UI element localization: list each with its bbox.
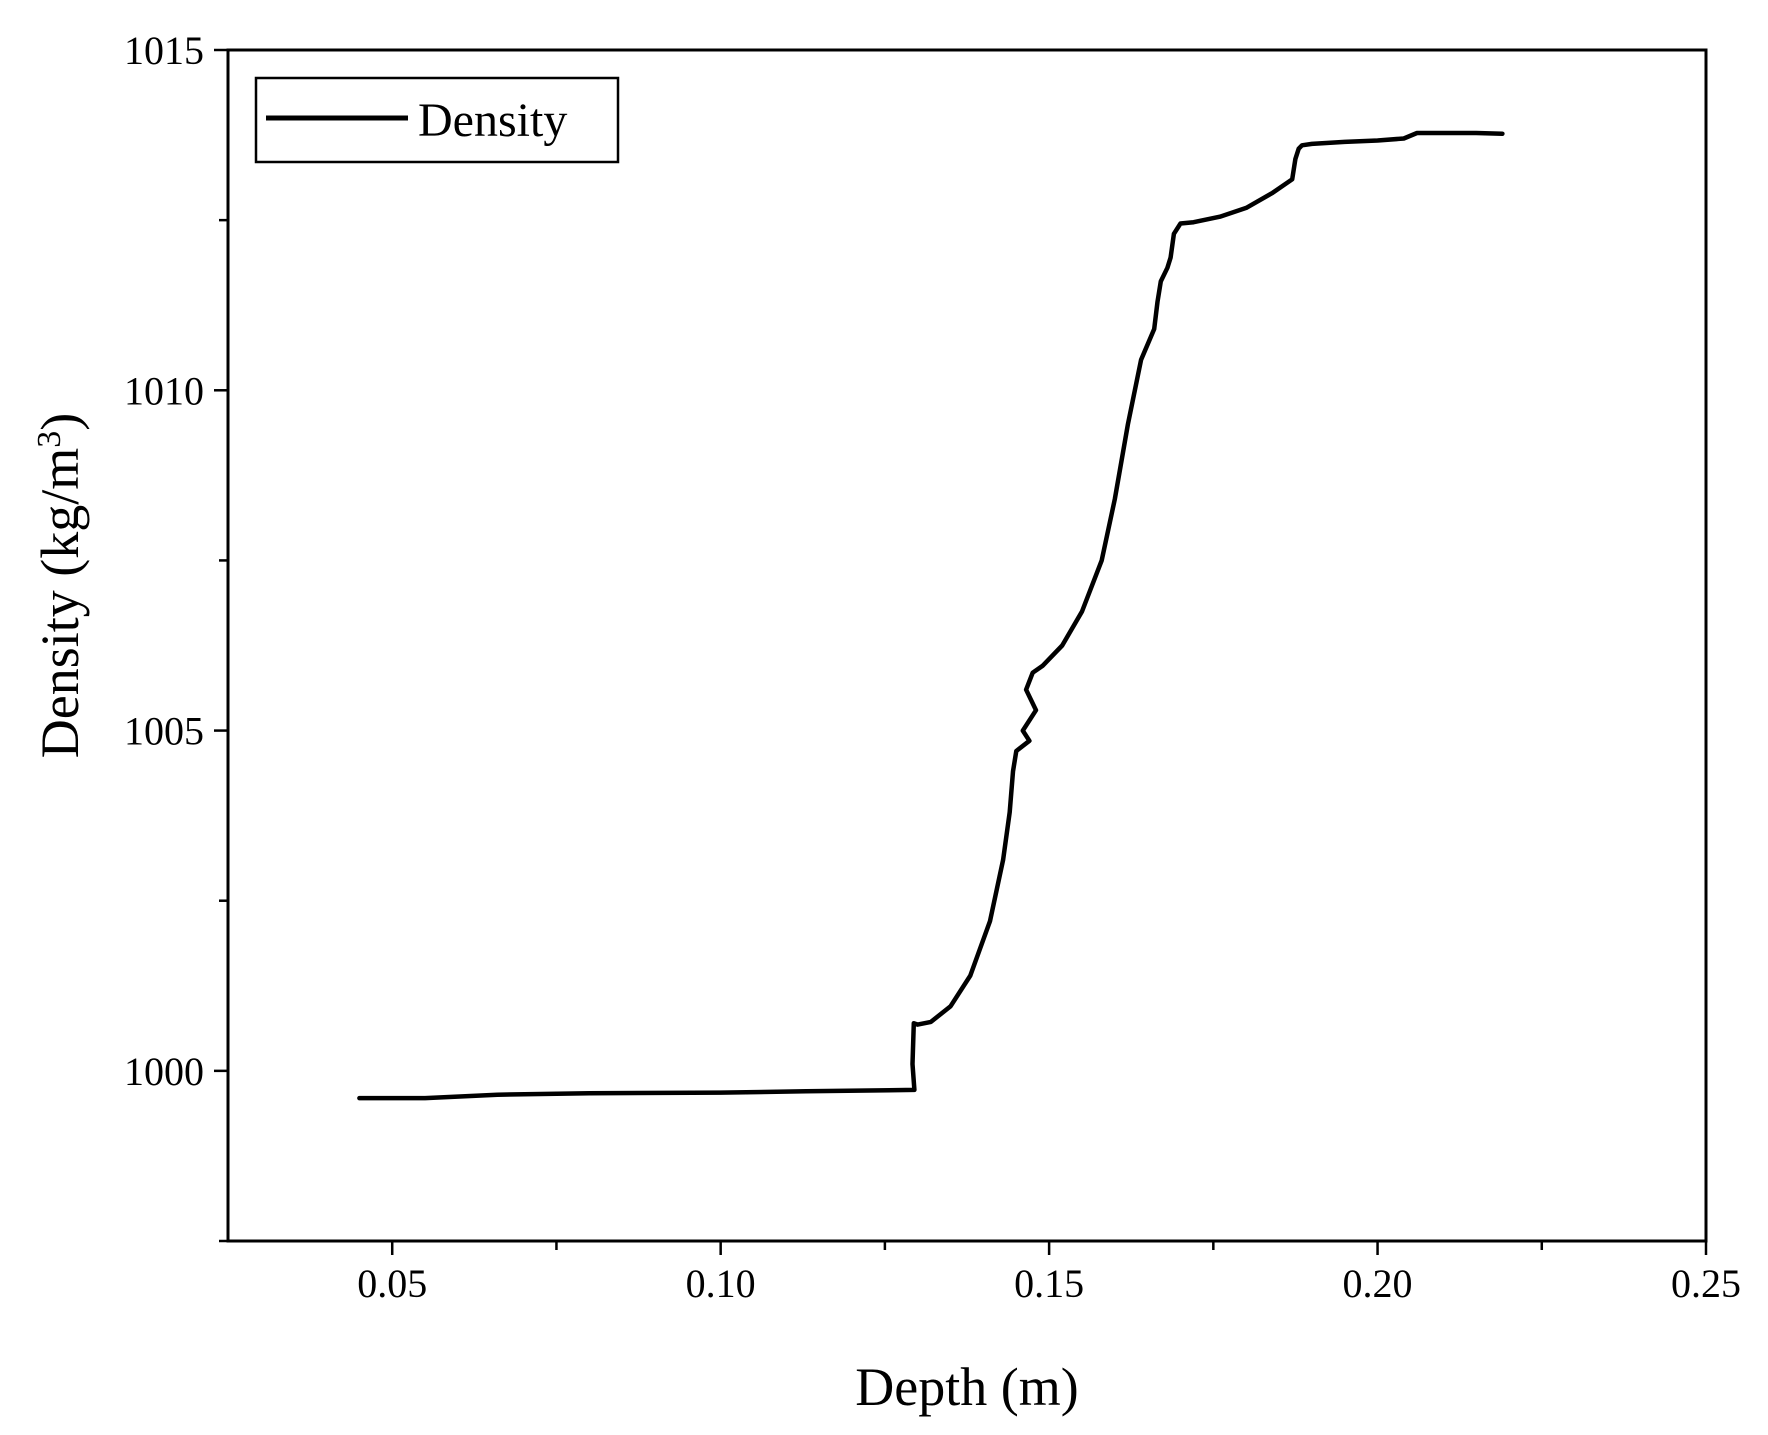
- y-tick-label: 1015: [124, 28, 204, 73]
- series-line-density: [357, 130, 1505, 1101]
- plot-frame-group: [226, 48, 1708, 1243]
- y-tick-label: 1000: [124, 1049, 204, 1094]
- series-group: [357, 130, 1505, 1101]
- x-tick-label: 0.20: [1343, 1261, 1413, 1306]
- x-tick-label: 0.15: [1014, 1261, 1084, 1306]
- y-axis-title-main: Density (kg/m: [30, 448, 90, 758]
- x-tick-label: 0.25: [1671, 1261, 1741, 1306]
- y-tick-label: 1005: [124, 709, 204, 754]
- legend: Density: [254, 76, 620, 164]
- y-axis-title-superscript: 3: [31, 431, 68, 448]
- y-axis-ticks: 1000 1005 1010 1015: [124, 28, 228, 1243]
- x-tick-label: 0.10: [686, 1261, 756, 1306]
- x-tick-label: 0.05: [357, 1261, 427, 1306]
- y-axis-title: Density (kg/m3): [30, 413, 90, 758]
- y-axis-title-close: ): [30, 413, 90, 431]
- plot-frame: [226, 48, 1708, 1243]
- y-tick-label: 1010: [124, 368, 204, 413]
- x-axis-ticks: 0.05 0.10 0.15 0.20 0.25: [357, 1241, 1741, 1306]
- legend-label-density: Density: [418, 94, 567, 147]
- x-axis-title: Depth (m): [855, 1357, 1078, 1417]
